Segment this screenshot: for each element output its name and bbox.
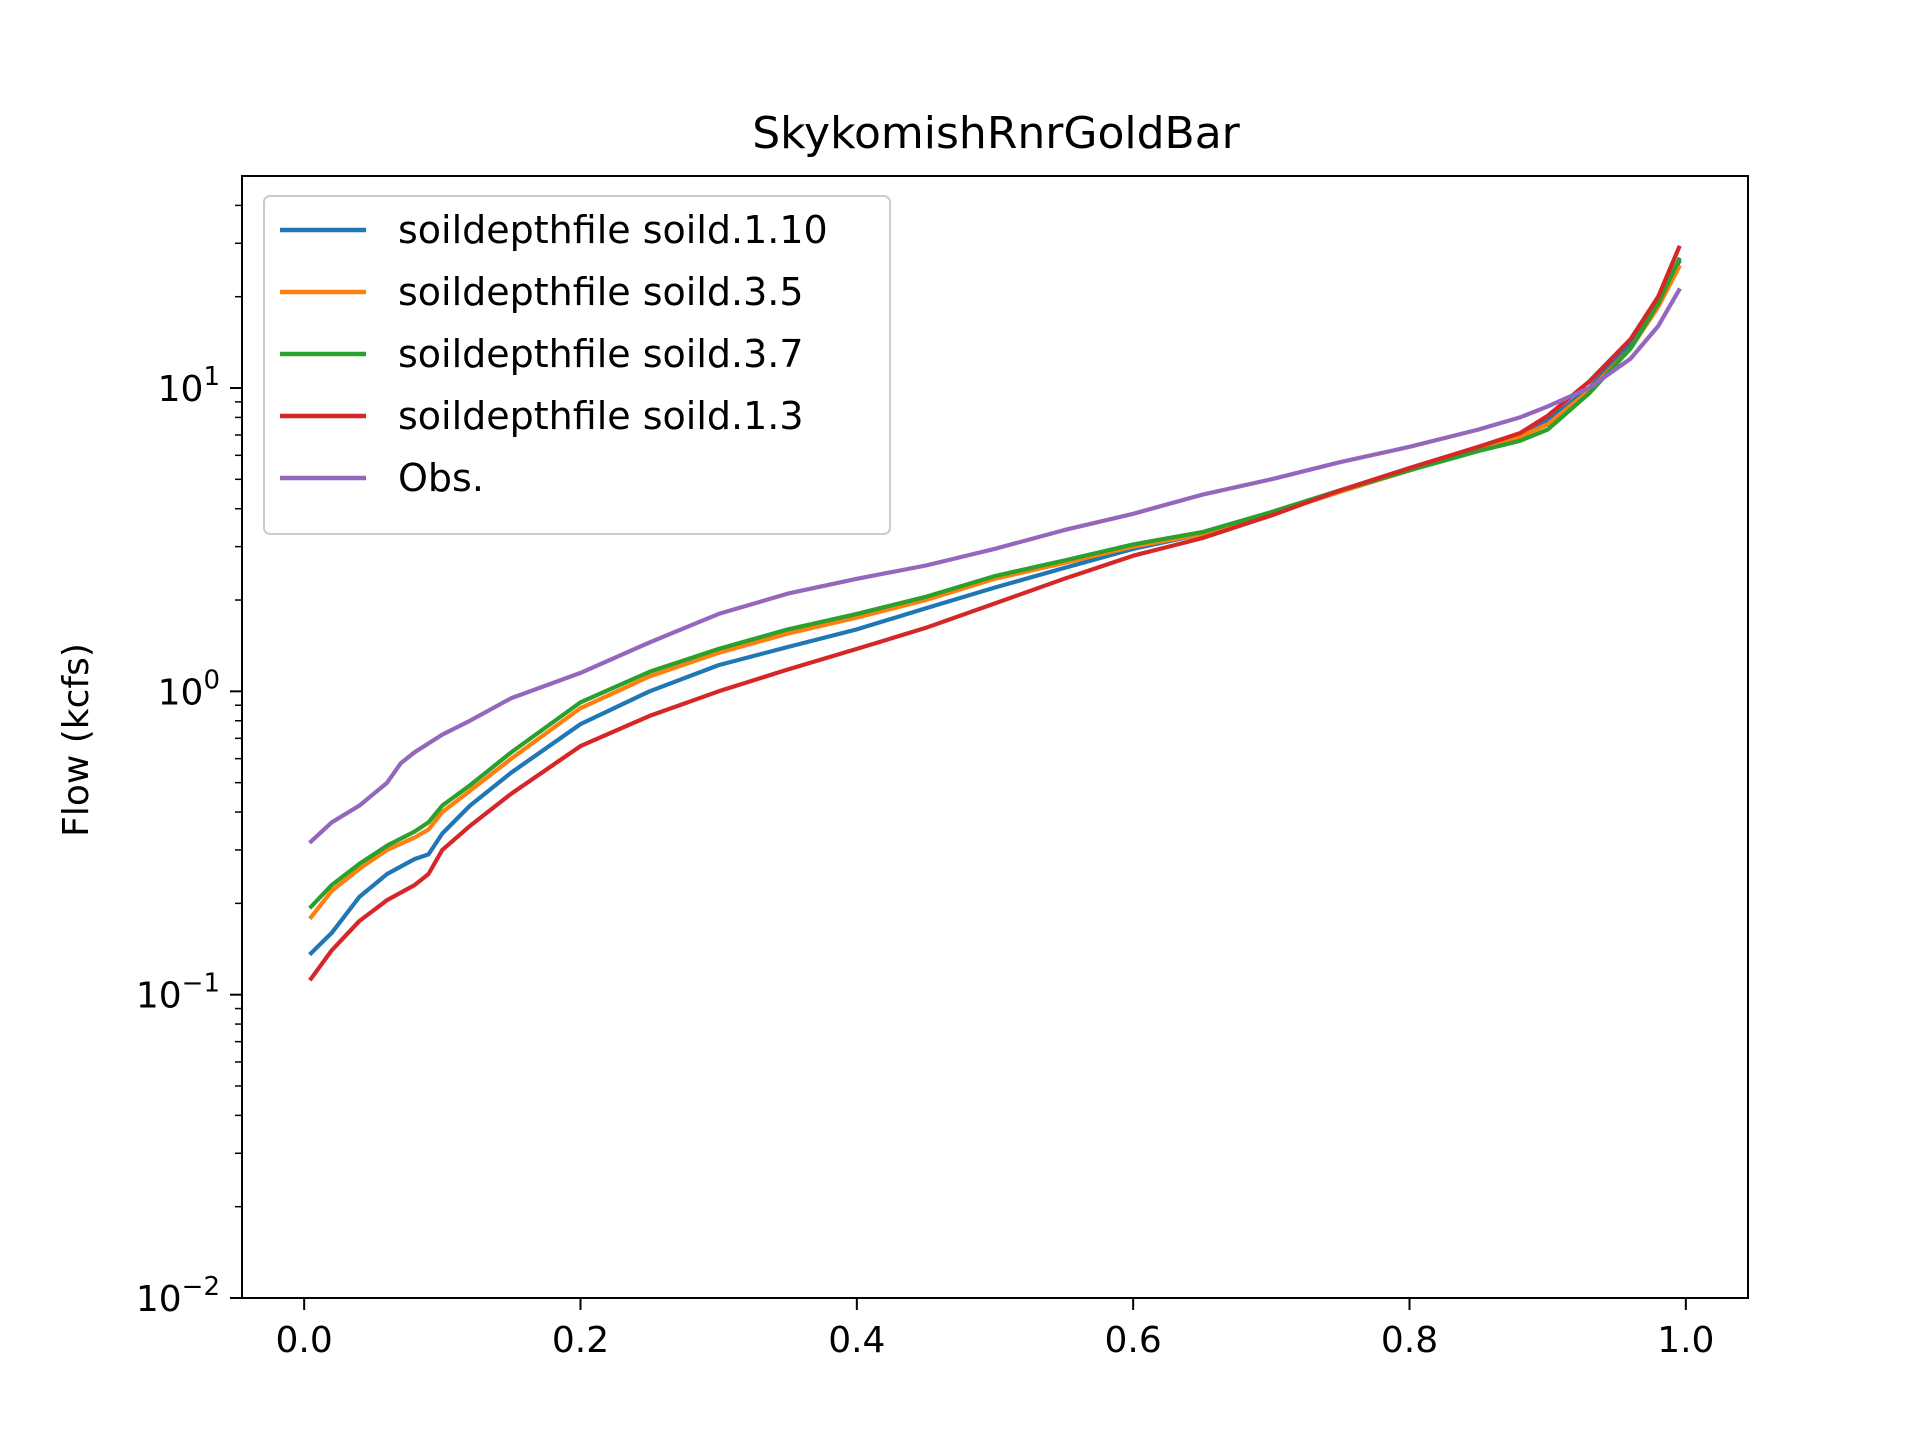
chart-title: SkykomishRnrGoldBar: [752, 108, 1240, 159]
series-line-5: [308, 287, 1682, 845]
x-tick-label: 0.8: [1381, 1320, 1438, 1361]
x-tick-label: 0.0: [276, 1320, 333, 1361]
legend-label: soildepthfile soild.3.7: [398, 332, 804, 376]
legend-box: [263, 195, 891, 535]
y-tick-label: 10−1: [136, 969, 220, 1017]
axes-layer: 0.0 0.2 0.4 0.6 0.8 1.0 10−2 10−1 100 101: [136, 175, 1749, 1361]
legend-label: Obs.: [398, 456, 484, 500]
legend-label: soildepthfile soild.1.10: [398, 208, 828, 252]
x-tick-label: 1.0: [1657, 1320, 1714, 1361]
series-line-4: [308, 245, 1682, 982]
legend: soildepthfile soild.1.10 soildepthfile so…: [263, 195, 891, 535]
series-layer: [308, 245, 1682, 982]
legend-label: soildepthfile soild.1.3: [398, 394, 804, 438]
y-tick-label: 100: [158, 665, 220, 713]
y-axis-label: Flow (kcfs): [56, 643, 97, 837]
x-tick-label: 0.6: [1105, 1320, 1162, 1361]
x-tick-label: 0.4: [828, 1320, 885, 1361]
y-tick-label: 10−2: [136, 1272, 220, 1320]
series-line-3: [308, 256, 1682, 910]
series-line-2: [308, 264, 1682, 921]
plot-frame: [241, 175, 1749, 1299]
y-tick-label: 101: [158, 362, 220, 410]
legend-label: soildepthfile soild.3.5: [398, 270, 804, 314]
x-tick-label: 0.2: [552, 1320, 609, 1361]
series-line-1: [308, 259, 1682, 957]
